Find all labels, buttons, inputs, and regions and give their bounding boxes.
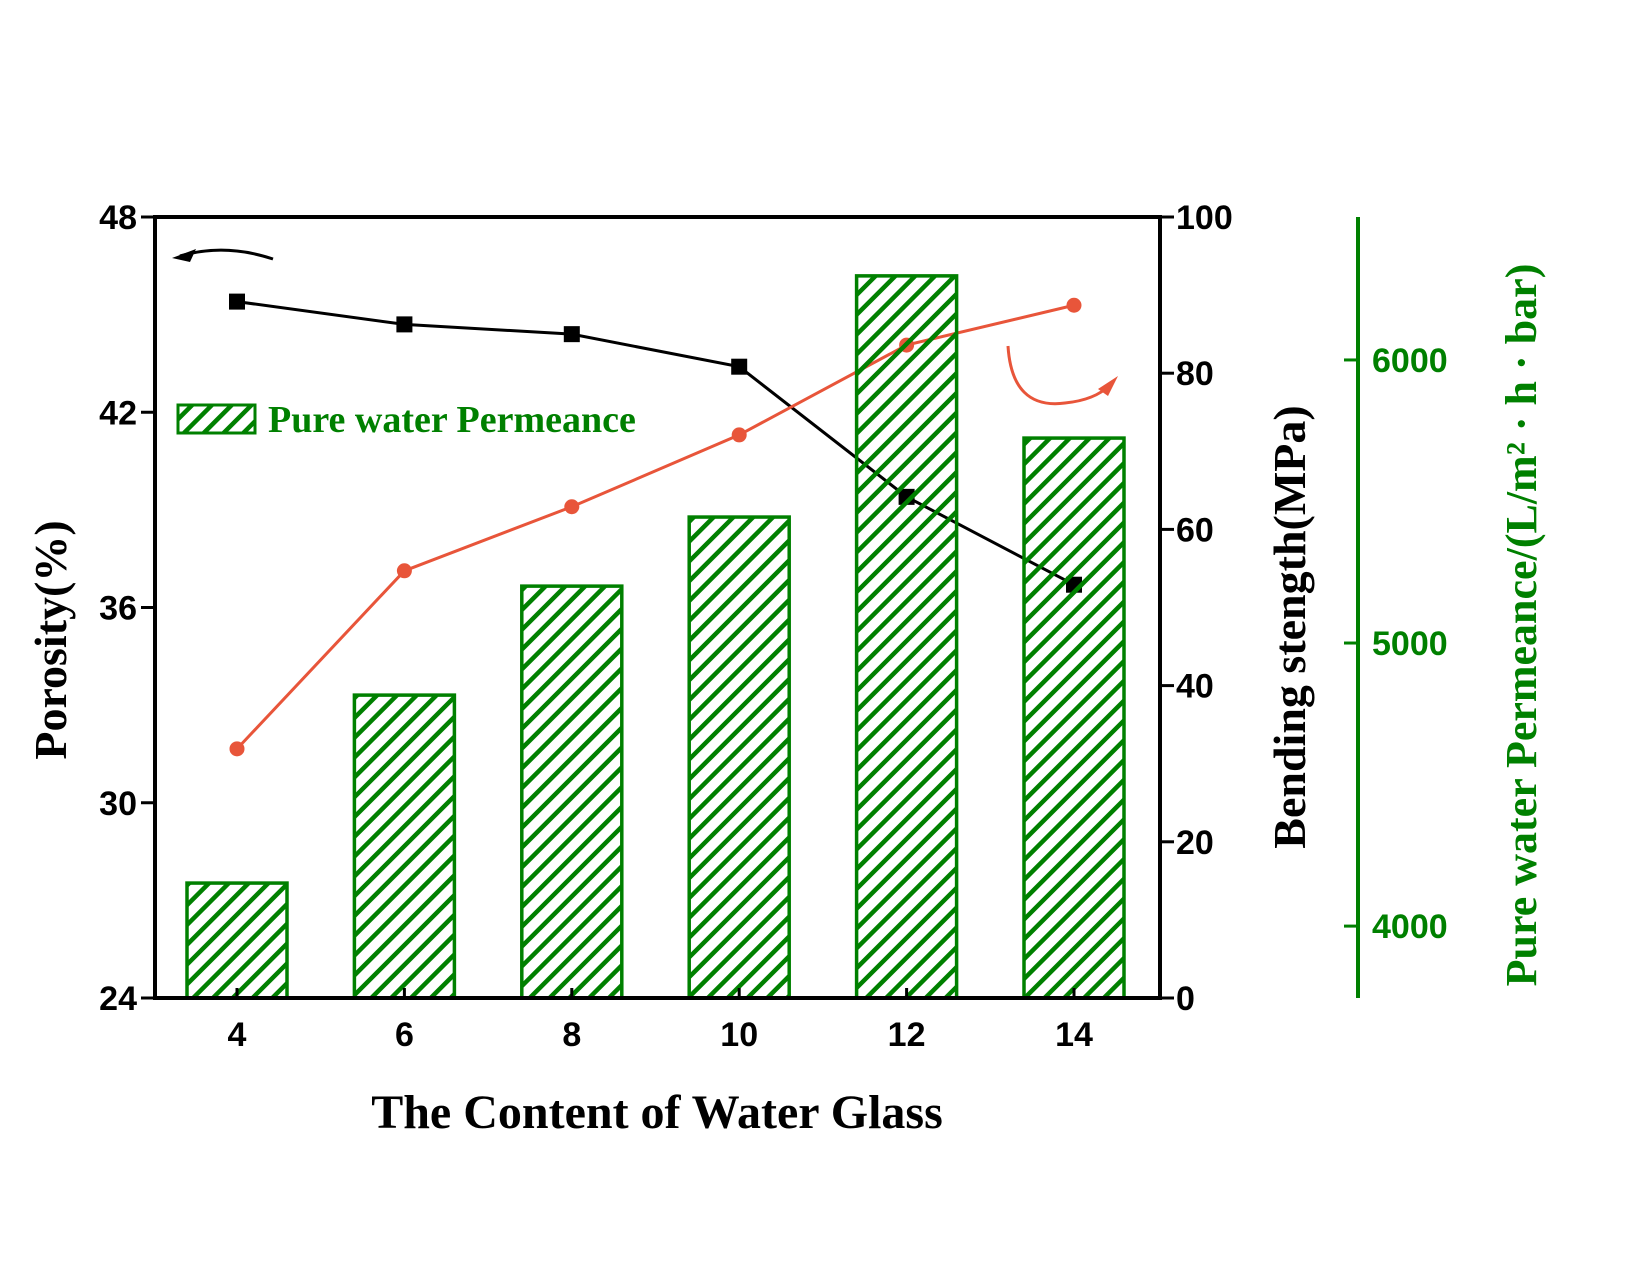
right2-tick-label: 5000 <box>1372 625 1448 663</box>
data-point-circle <box>564 499 580 515</box>
data-point-square <box>229 293 245 310</box>
bar <box>1022 436 1126 1000</box>
right-tick-label: 100 <box>1176 199 1233 237</box>
legend-label: Pure water Permeance <box>268 399 636 441</box>
left-tick-label: 24 <box>99 980 137 1018</box>
x-tick-label: 10 <box>720 1016 758 1054</box>
right-tick-label: 80 <box>1176 355 1214 393</box>
left-tick-label: 42 <box>99 394 137 432</box>
bar <box>352 693 457 1000</box>
left-tick-label: 30 <box>99 785 137 823</box>
bar <box>185 881 289 1000</box>
data-point-square <box>396 316 413 333</box>
right-axis-arrow-icon <box>1006 345 1112 406</box>
plot-frame <box>153 215 1162 1000</box>
right-tick-label: 60 <box>1176 511 1214 549</box>
left-axis-label: Porosity(%) <box>25 520 76 759</box>
data-point-circle <box>1066 297 1082 313</box>
right-axis-label: Bending stength(MPa) <box>1264 405 1315 848</box>
data-point-circle <box>731 427 747 443</box>
bar <box>520 584 624 1000</box>
right2-tick-label: 6000 <box>1372 342 1448 380</box>
legend-swatch <box>176 403 257 435</box>
data-point-circle <box>229 741 245 757</box>
left-tick-label: 48 <box>99 199 137 237</box>
x-tick-label: 6 <box>395 1016 414 1054</box>
x-tick-label: 8 <box>562 1016 581 1054</box>
x-tick-label: 4 <box>228 1016 247 1054</box>
data-point-square <box>563 326 580 343</box>
legend: Pure water Permeance <box>176 399 636 441</box>
x-tick-label: 12 <box>888 1016 926 1054</box>
left-tick-label: 36 <box>99 590 137 628</box>
bar <box>854 274 959 1000</box>
data-point-square <box>731 358 748 375</box>
right-tick-label: 0 <box>1176 980 1195 1018</box>
left-axis-arrowhead-icon <box>172 249 196 262</box>
right-tick-label: 40 <box>1176 668 1214 706</box>
bar <box>687 515 791 1000</box>
right-axis-arrowhead-icon <box>1098 376 1118 396</box>
data-point-circle <box>396 563 412 579</box>
right-tick-label: 20 <box>1176 824 1214 862</box>
right2-tick-label: 4000 <box>1372 908 1448 946</box>
right2-axis-label: Pure water Permeance/(L/m² · h · bar) <box>1497 264 1546 987</box>
x-tick-label: 14 <box>1055 1016 1093 1054</box>
x-axis-label: The Content of Water Glass <box>371 1086 943 1139</box>
